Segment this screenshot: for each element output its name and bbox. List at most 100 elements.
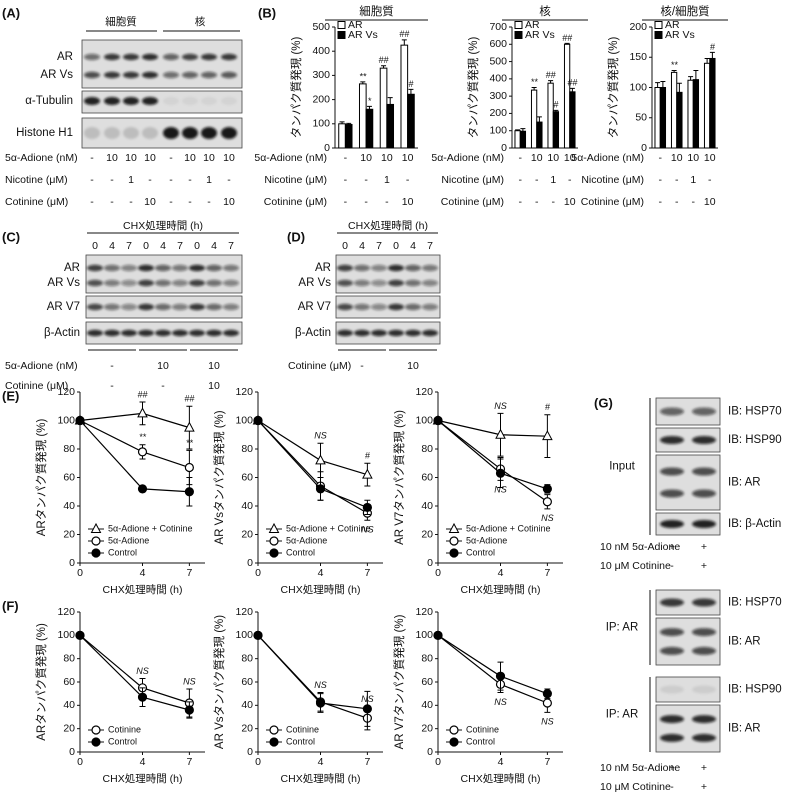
y-tick-label: 400 xyxy=(489,73,507,85)
bar xyxy=(536,121,543,149)
legend-label: 5α-Adione + Cotinine xyxy=(466,523,551,533)
annotation: # xyxy=(553,100,559,110)
error-bar xyxy=(536,116,542,123)
blot-band xyxy=(206,303,222,311)
y-tick-label: 60 xyxy=(63,471,75,483)
condition-cell: - xyxy=(227,174,231,186)
error-bar xyxy=(360,81,366,84)
condition-label: Nicotine (μM) xyxy=(581,174,644,186)
blot-band xyxy=(121,303,137,311)
x-tick-label: 4 xyxy=(318,567,324,579)
x-tick-label: 0 xyxy=(255,567,261,579)
x-tick-label: 10 xyxy=(687,152,699,164)
legend-label: AR Vs xyxy=(348,29,378,41)
annotation: NS xyxy=(494,485,507,495)
blot-header: 細胞質 xyxy=(105,15,137,28)
blot-row-label: β-Actin xyxy=(295,327,331,339)
error-bar xyxy=(408,88,414,95)
blot-band xyxy=(660,646,684,655)
bar xyxy=(514,130,521,149)
bar xyxy=(676,91,683,149)
condition-cell: + xyxy=(669,541,675,553)
y-tick-label: 120 xyxy=(57,386,75,398)
legend-swatch xyxy=(654,31,663,39)
blot-band xyxy=(221,71,237,79)
blot-band xyxy=(221,97,237,105)
condition-cell: - xyxy=(110,196,114,208)
condition-label: 10 μM Cotinine xyxy=(600,781,671,793)
condition-cell: 10 xyxy=(223,152,235,164)
legend-marker xyxy=(269,737,279,747)
x-tick-label: 10 xyxy=(531,152,543,164)
blot-band xyxy=(371,264,387,272)
bar xyxy=(692,79,700,149)
legend-swatch xyxy=(514,21,523,29)
blot-band xyxy=(422,279,438,287)
blot-band xyxy=(104,97,120,105)
data-point xyxy=(542,689,552,699)
blot-header: CHX処理時間 (h) xyxy=(123,219,203,232)
bar xyxy=(379,67,388,149)
legend-swatch xyxy=(654,21,663,29)
blot-group-label: IP: AR xyxy=(606,709,639,721)
bar xyxy=(358,83,367,149)
y-axis-label: AR Vsタンパク質発現 (%) xyxy=(212,615,226,749)
data-point xyxy=(137,407,148,418)
y-tick-label: 120 xyxy=(235,606,253,618)
blot-band xyxy=(87,264,103,272)
y-tick-label: 80 xyxy=(421,443,433,455)
y-tick-label: 0 xyxy=(427,746,433,758)
legend-label: Cotinine xyxy=(466,724,499,734)
blot-band xyxy=(692,733,716,742)
condition-cell: 10 xyxy=(407,360,419,372)
condition-cell: 10 xyxy=(125,152,137,164)
blot-band xyxy=(87,303,103,311)
condition-cell: - xyxy=(360,360,364,372)
y-tick-label: 100 xyxy=(235,629,253,641)
blot-band xyxy=(104,53,120,61)
blot-band xyxy=(155,279,171,287)
blot-band xyxy=(87,279,103,287)
blot-band xyxy=(405,329,421,337)
data-point xyxy=(495,671,506,681)
annotation: ## xyxy=(399,29,410,39)
y-tick-label: 60 xyxy=(63,676,75,688)
error-bar xyxy=(688,76,694,81)
annotation: NS xyxy=(314,431,327,441)
x-tick-label: 7 xyxy=(544,567,550,579)
bar xyxy=(386,103,395,149)
blot-row-label: α-Tubulin xyxy=(25,95,73,107)
lane-label: 4 xyxy=(359,240,365,252)
data-point xyxy=(137,447,148,457)
blot-band xyxy=(182,71,198,79)
blot-band xyxy=(223,264,239,272)
condition-cell: - xyxy=(364,196,368,208)
condition-cell: - xyxy=(169,152,173,164)
condition-cell: - xyxy=(385,196,389,208)
legend-swatch xyxy=(514,31,523,39)
data-point xyxy=(184,421,195,432)
bar xyxy=(569,91,576,149)
blot-band xyxy=(104,71,120,79)
y-tick-label: 0 xyxy=(501,142,507,154)
blot-band xyxy=(422,264,438,272)
data-point xyxy=(184,487,194,497)
blot-row-label: AR V7 xyxy=(47,301,80,313)
condition-cell: - xyxy=(110,380,114,392)
y-tick-label: 0 xyxy=(69,557,75,569)
lane-label: 4 xyxy=(211,240,217,252)
blot-band xyxy=(155,329,171,337)
bar xyxy=(547,82,554,149)
panel-letter: (A) xyxy=(2,5,20,20)
y-tick-label: 500 xyxy=(489,55,507,67)
blot-band xyxy=(388,279,404,287)
blot-band xyxy=(189,279,205,287)
blot-header: 核 xyxy=(195,15,206,28)
y-tick-label: 80 xyxy=(241,443,253,455)
blot-band xyxy=(172,329,188,337)
condition-cell: - xyxy=(535,196,539,208)
legend-label: Cotinine xyxy=(286,724,319,734)
annotation: NS xyxy=(494,697,507,707)
